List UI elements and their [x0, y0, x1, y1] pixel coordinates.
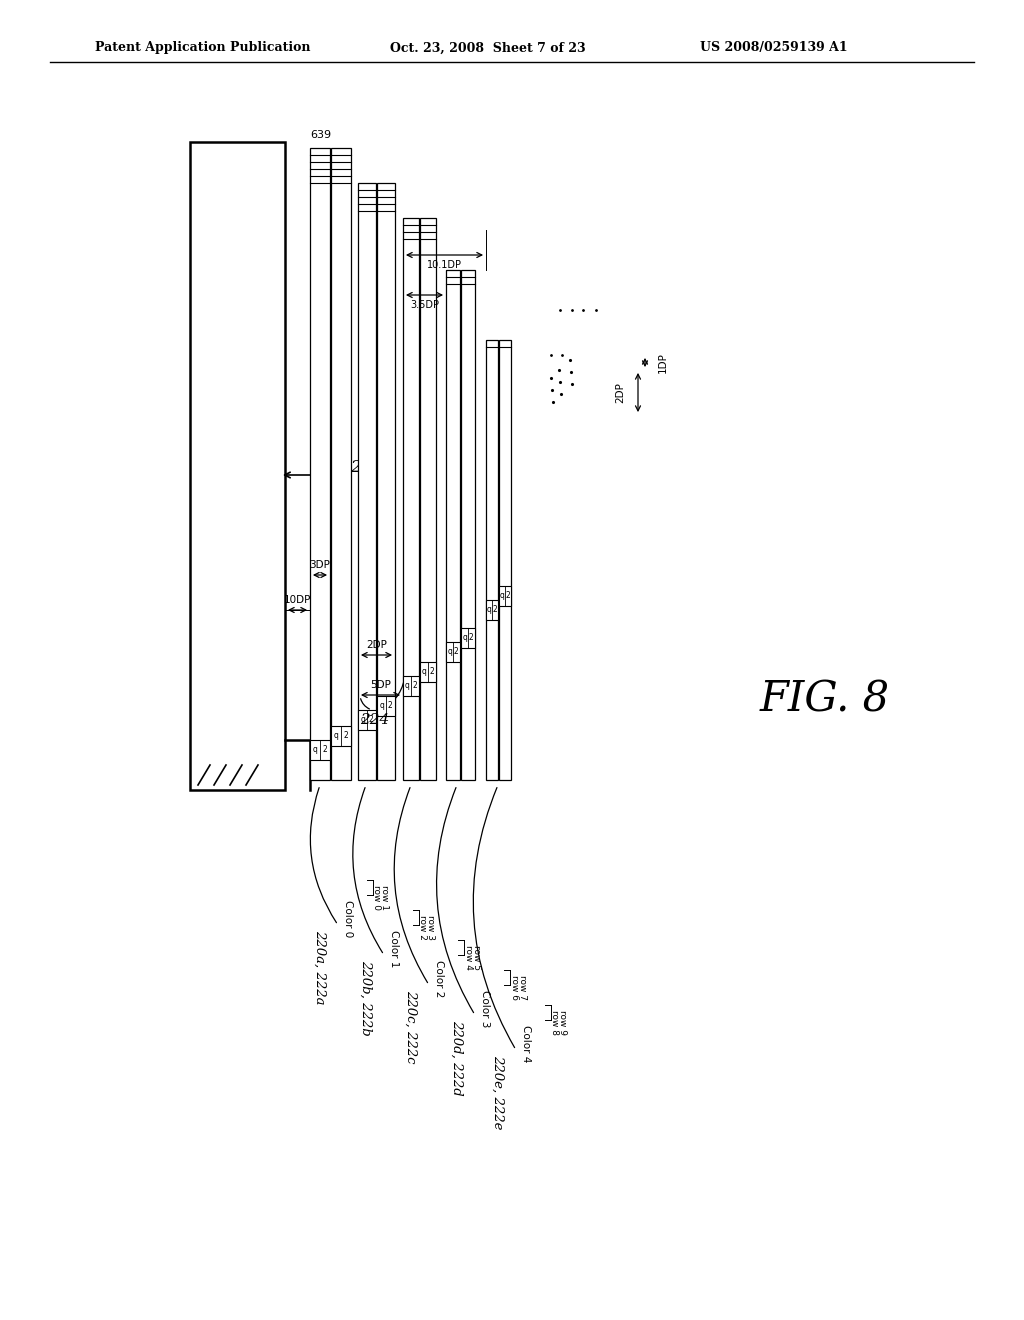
Text: row 3: row 3 — [427, 915, 435, 940]
Bar — [446, 271, 460, 780]
Text: q: q — [360, 715, 366, 725]
Text: 2: 2 — [369, 715, 374, 725]
Text: row 5: row 5 — [471, 945, 480, 970]
Text: 2: 2 — [429, 668, 434, 676]
Text: Color 3: Color 3 — [480, 990, 490, 1027]
Text: 220a, 222a: 220a, 222a — [313, 931, 327, 1005]
Bar — [377, 183, 395, 780]
Text: 2: 2 — [493, 606, 497, 615]
Bar — [499, 586, 511, 606]
Bar — [310, 741, 330, 760]
Text: 220e, 222e: 220e, 222e — [492, 1055, 505, 1130]
Bar — [486, 341, 498, 780]
Text: 212: 212 — [350, 459, 382, 477]
Text: row 6: row 6 — [510, 975, 518, 1001]
Text: Color 1: Color 1 — [389, 931, 399, 968]
Text: US 2008/0259139 A1: US 2008/0259139 A1 — [700, 41, 848, 54]
Bar — [403, 218, 419, 780]
Text: 220b, 222b: 220b, 222b — [359, 960, 373, 1036]
Text: 2: 2 — [323, 746, 327, 755]
Bar — [446, 642, 460, 663]
Text: 220c, 222c: 220c, 222c — [404, 990, 418, 1064]
Text: 2DP: 2DP — [615, 381, 625, 403]
Bar — [461, 628, 475, 648]
Text: row 2: row 2 — [419, 915, 427, 940]
Text: 2: 2 — [454, 648, 459, 656]
Bar — [358, 710, 376, 730]
Text: q: q — [313, 746, 317, 755]
Text: row 1: row 1 — [381, 884, 389, 909]
Bar — [486, 601, 498, 620]
Text: 2: 2 — [413, 681, 417, 690]
Text: 10.1DP: 10.1DP — [427, 260, 462, 271]
Text: q: q — [404, 681, 410, 690]
Text: row 9: row 9 — [558, 1010, 567, 1035]
Bar — [403, 676, 419, 696]
Text: q: q — [486, 606, 492, 615]
Text: row 4: row 4 — [464, 945, 472, 970]
Bar — [190, 143, 285, 789]
Text: q: q — [500, 591, 505, 601]
Text: FIG. 8: FIG. 8 — [760, 678, 890, 721]
Text: 2DP: 2DP — [366, 640, 387, 649]
Text: row 0: row 0 — [373, 884, 382, 909]
Bar — [331, 726, 351, 746]
Text: 224: 224 — [360, 713, 389, 727]
Text: 220d, 222d: 220d, 222d — [451, 1020, 464, 1096]
Text: q: q — [422, 668, 427, 676]
Text: q: q — [463, 634, 467, 643]
Bar — [420, 663, 436, 682]
Text: 2: 2 — [469, 634, 473, 643]
Bar — [461, 271, 475, 780]
Bar — [358, 183, 376, 780]
Text: 2: 2 — [343, 731, 348, 741]
Text: 639: 639 — [310, 129, 331, 140]
Text: Patent Application Publication: Patent Application Publication — [95, 41, 310, 54]
Text: Color 0: Color 0 — [343, 900, 353, 937]
Text: q: q — [334, 731, 339, 741]
Bar — [420, 218, 436, 780]
Text: q: q — [380, 701, 384, 710]
Text: q: q — [447, 648, 453, 656]
Text: Color 4: Color 4 — [521, 1026, 531, 1063]
Bar — [377, 696, 395, 715]
Text: 5DP: 5DP — [370, 680, 391, 690]
Text: 3.5DP: 3.5DP — [410, 300, 439, 310]
Text: row 8: row 8 — [551, 1010, 559, 1035]
Bar — [499, 341, 511, 780]
Text: 2: 2 — [506, 591, 510, 601]
Bar — [331, 148, 351, 780]
Text: Color 2: Color 2 — [434, 960, 444, 998]
Text: 1DP: 1DP — [658, 352, 668, 374]
Text: Oct. 23, 2008  Sheet 7 of 23: Oct. 23, 2008 Sheet 7 of 23 — [390, 41, 586, 54]
Bar — [310, 148, 330, 780]
Text: row 7: row 7 — [517, 975, 526, 1001]
Text: 2: 2 — [388, 701, 392, 710]
Text: 10DP: 10DP — [284, 595, 311, 605]
Text: 3DP: 3DP — [309, 560, 331, 570]
